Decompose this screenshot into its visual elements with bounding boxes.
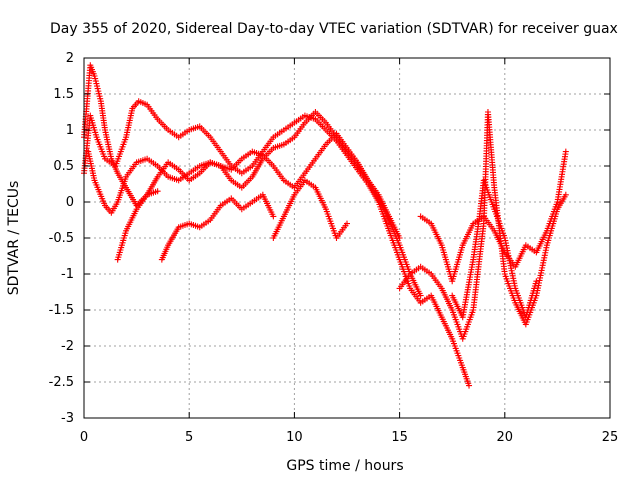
y-tick-label: 0 [66, 195, 74, 210]
series-track-5 [158, 191, 277, 263]
y-tick-label: -0.5 [49, 231, 74, 246]
x-tick-label: 0 [80, 430, 88, 445]
series-track-8 [417, 148, 569, 285]
x-tick-label: 25 [602, 430, 619, 445]
data-point [154, 188, 161, 195]
series-track-3 [85, 130, 424, 299]
x-tick-label: 15 [391, 430, 408, 445]
y-tick-label: 0.5 [53, 159, 74, 174]
series-track-1 [81, 62, 403, 241]
series-track-9 [449, 177, 540, 321]
y-tick-label: -2.5 [49, 375, 74, 390]
y-tick-label: -1.5 [49, 303, 74, 318]
y-tick-label: 1.5 [53, 87, 74, 102]
data-layer [81, 62, 569, 389]
plot-frame [83, 57, 611, 419]
y-tick-labels: -3 -2.5 -2 -1.5 -1 -0.5 0 0.5 1 1.5 2 [49, 51, 74, 426]
x-tick-label: 10 [286, 430, 303, 445]
y-tick-label: -2 [61, 339, 74, 354]
y-tick-label: -1 [61, 267, 74, 282]
y-tick-label: 2 [66, 51, 74, 66]
x-axis-label: GPS time / hours [286, 458, 403, 474]
series-track-6 [270, 177, 350, 241]
x-tick-label: 20 [497, 430, 514, 445]
y-axis-label: SDTVAR / TECUs [6, 181, 22, 296]
data-point [417, 292, 424, 299]
y-tick-label: -3 [61, 411, 74, 426]
data-point [562, 191, 569, 198]
data-point [466, 382, 473, 389]
x-tick-label: 5 [185, 430, 193, 445]
series-track-4 [114, 188, 161, 263]
series-track-7 [396, 109, 569, 342]
ticks [83, 57, 611, 419]
grid [84, 58, 610, 418]
y-tick-label: 1 [66, 123, 74, 138]
series-track-2 [81, 98, 473, 389]
chart-title: Day 355 of 2020, Sidereal Day-to-day VTE… [50, 21, 618, 37]
data-point [562, 148, 569, 155]
data-point [270, 213, 277, 220]
data-point [533, 278, 540, 285]
x-tick-labels: 0 5 10 15 20 25 [80, 430, 618, 445]
data-point [344, 220, 350, 227]
